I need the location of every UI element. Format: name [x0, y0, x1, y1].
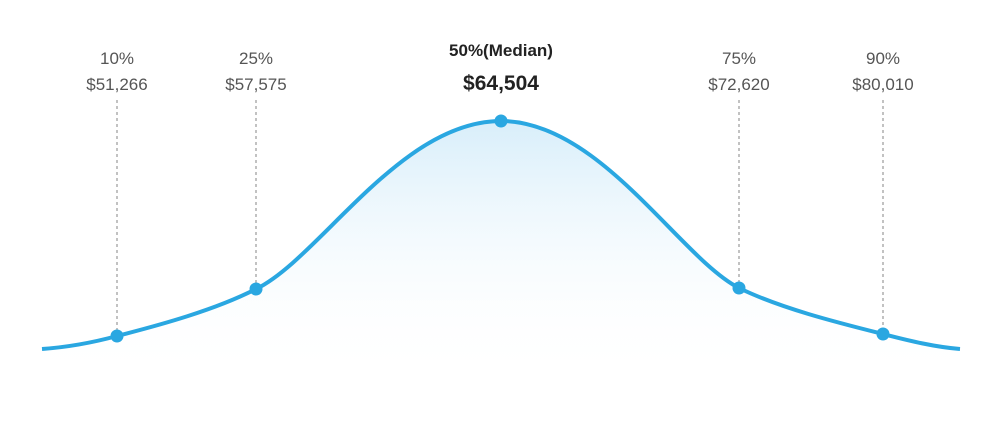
curve-fill — [42, 121, 960, 380]
percentile-label: 10% — [100, 49, 134, 68]
salary-label: $51,266 — [86, 75, 147, 94]
percentile-point — [249, 282, 263, 296]
salary-label: $80,010 — [852, 75, 913, 94]
percentile-label: 75% — [722, 49, 756, 68]
percentile-point — [732, 281, 746, 295]
percentile-point — [494, 114, 508, 128]
salary-label: $64,504 — [463, 72, 539, 95]
salary-label: $57,575 — [225, 75, 286, 94]
salary-label: $72,620 — [708, 75, 769, 94]
percentile-label: 25% — [239, 49, 273, 68]
percentile-point — [110, 329, 124, 343]
percentile-labels: 10% $51,266 25% $57,575 50%(Median) $64,504 75… — [86, 41, 914, 343]
percentile-label: 90% — [866, 49, 900, 68]
percentile-label: 50%(Median) — [449, 41, 553, 60]
percentile-point — [876, 327, 890, 341]
